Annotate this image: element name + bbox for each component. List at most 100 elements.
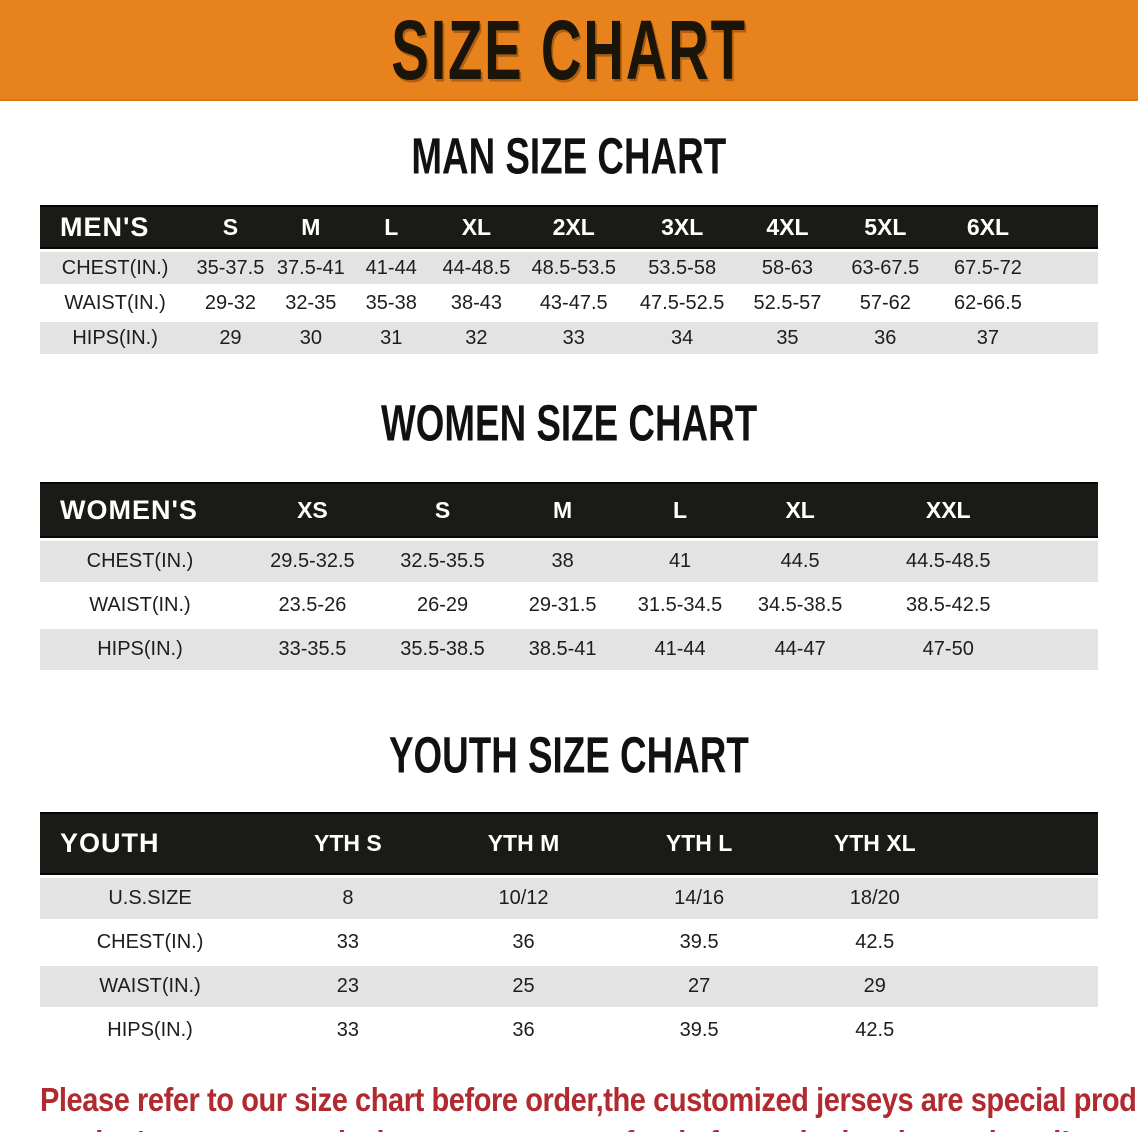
table-header-row: MEN'S S M L XL 2XL 3XL 4XL 5XL 6XL [40, 205, 1098, 249]
table-row: HIPS(IN.) 33-35.5 35.5-38.5 38.5-41 41-44 44-… [40, 629, 1098, 670]
measurement-label-cell: HIPS(IN.) [40, 629, 240, 670]
measurement-label-cell: U.S.SIZE [40, 878, 261, 919]
measurement-label-cell: WAIST(IN.) [40, 966, 261, 1007]
value-cell: 25 [435, 966, 612, 1007]
value-cell: 41-44 [625, 629, 736, 670]
spacer-cell [1041, 252, 1098, 284]
disclaimer-line-1: Please refer to our size chart before or… [40, 1081, 1138, 1118]
value-cell: 10/12 [435, 878, 612, 919]
men-heading-text: MAN SIZE CHART [411, 127, 727, 185]
size-header-cell: YTH L [611, 812, 787, 875]
spacer-cell [962, 922, 1098, 963]
spacer-cell [1031, 482, 1098, 538]
value-cell: 23 [260, 966, 436, 1007]
spacer-cell [962, 966, 1098, 1007]
value-cell: 27 [611, 966, 787, 1007]
value-cell: 36 [435, 922, 612, 963]
table-row: U.S.SIZE 8 10/12 14/16 18/20 [40, 878, 1098, 919]
value-cell: 35 [738, 322, 837, 354]
table-row: HIPS(IN.) 29 30 31 32 33 34 35 36 37 [40, 322, 1098, 354]
table-header-row: YOUTH YTH S YTH M YTH L YTH XL [40, 812, 1098, 875]
size-header-cell: YTH S [260, 812, 436, 875]
table-row: CHEST(IN.) 35-37.5 37.5-41 41-44 44-48.5 48.5… [40, 252, 1098, 284]
table-row: WAIST(IN.) 29-32 32-35 35-38 38-43 43-47.5 47.… [40, 287, 1098, 319]
value-cell: 38.5-42.5 [865, 585, 1032, 626]
spacer-cell [962, 878, 1098, 919]
table-row: CHEST(IN.) 29.5-32.5 32.5-35.5 38 41 44.5 44.5… [40, 541, 1098, 582]
size-chart-banner: SIZE CHART [0, 0, 1138, 101]
value-cell: 37.5-41 [270, 252, 352, 284]
women-heading-text: WOMEN SIZE CHART [380, 394, 758, 452]
spacer-cell [962, 1010, 1098, 1051]
size-header-cell: XL [735, 482, 866, 538]
value-cell: 37 [933, 322, 1042, 354]
value-cell: 33 [260, 922, 436, 963]
measurement-label-cell: HIPS(IN.) [40, 1010, 261, 1051]
table-title-cell: YOUTH [40, 812, 261, 875]
value-cell: 67.5-72 [933, 252, 1042, 284]
table-row: WAIST(IN.) 23.5-26 26-29 29-31.5 31.5-34.5 34… [40, 585, 1098, 626]
women-section-heading: WOMEN SIZE CHART [0, 394, 1138, 452]
value-cell: 23.5-26 [239, 585, 385, 626]
men-size-table: MEN'S S M L XL 2XL 3XL 4XL 5XL 6XL CHEST(IN.) 35-37… [40, 202, 1098, 357]
value-cell: 63-67.5 [836, 252, 934, 284]
spacer-cell [962, 812, 1098, 875]
size-header-cell: 2XL [521, 205, 627, 249]
size-header-cell: XL [431, 205, 522, 249]
value-cell: 14/16 [611, 878, 787, 919]
value-cell: 34.5-38.5 [735, 585, 866, 626]
women-size-table: WOMEN'S XS S M L XL XXL CHEST(IN.) 29.5-32.5 32.5… [40, 479, 1098, 673]
value-cell: 41 [625, 541, 736, 582]
spacer-cell [1041, 287, 1098, 319]
measurement-label-cell: WAIST(IN.) [40, 585, 240, 626]
value-cell: 57-62 [836, 287, 934, 319]
measurement-label-cell: HIPS(IN.) [40, 322, 191, 354]
value-cell: 38-43 [431, 287, 522, 319]
value-cell: 35-37.5 [190, 252, 271, 284]
value-cell: 62-66.5 [933, 287, 1042, 319]
value-cell: 29 [190, 322, 271, 354]
size-header-cell: YTH M [435, 812, 612, 875]
value-cell: 30 [270, 322, 352, 354]
value-cell: 31 [351, 322, 432, 354]
value-cell: 8 [260, 878, 436, 919]
size-header-cell: YTH XL [786, 812, 963, 875]
value-cell: 32.5-35.5 [384, 541, 501, 582]
banner-title: SIZE CHART [391, 1, 747, 98]
table-row: WAIST(IN.) 23 25 27 29 [40, 966, 1098, 1007]
measurement-label-cell: WAIST(IN.) [40, 287, 191, 319]
value-cell: 33 [521, 322, 627, 354]
size-header-cell: S [190, 205, 271, 249]
value-cell: 29-31.5 [500, 585, 626, 626]
youth-size-table: YOUTH YTH S YTH M YTH L YTH XL U.S.SIZE 8 10/12… [40, 809, 1098, 1054]
size-header-cell: 4XL [738, 205, 837, 249]
spacer-cell [1031, 585, 1098, 626]
spacer-cell [1041, 322, 1098, 354]
measurement-label-cell: CHEST(IN.) [40, 541, 240, 582]
value-cell: 35-38 [351, 287, 432, 319]
size-header-cell: M [270, 205, 352, 249]
table-row: HIPS(IN.) 33 36 39.5 42.5 [40, 1010, 1098, 1051]
value-cell: 33 [260, 1010, 436, 1051]
value-cell: 44-48.5 [431, 252, 522, 284]
value-cell: 41-44 [351, 252, 432, 284]
disclaimer-line-2: we don't accept cancel, change, teturn o… [40, 1121, 1070, 1132]
value-cell: 33-35.5 [239, 629, 385, 670]
value-cell: 47-50 [865, 629, 1032, 670]
value-cell: 48.5-53.5 [521, 252, 627, 284]
size-header-cell: L [625, 482, 736, 538]
value-cell: 44-47 [735, 629, 866, 670]
table-header-row: WOMEN'S XS S M L XL XXL [40, 482, 1098, 538]
value-cell: 39.5 [611, 1010, 787, 1051]
value-cell: 38.5-41 [500, 629, 626, 670]
youth-heading-text: YOUTH SIZE CHART [389, 726, 749, 784]
value-cell: 32 [431, 322, 522, 354]
size-header-cell: XS [239, 482, 385, 538]
measurement-label-cell: CHEST(IN.) [40, 922, 261, 963]
youth-size-table-container: YOUTH YTH S YTH M YTH L YTH XL U.S.SIZE 8 10/12… [40, 809, 1098, 1054]
value-cell: 31.5-34.5 [625, 585, 736, 626]
value-cell: 35.5-38.5 [384, 629, 501, 670]
spacer-cell [1031, 541, 1098, 582]
value-cell: 43-47.5 [521, 287, 627, 319]
disclaimer-text: Please refer to our size chart before or… [40, 1078, 1138, 1132]
